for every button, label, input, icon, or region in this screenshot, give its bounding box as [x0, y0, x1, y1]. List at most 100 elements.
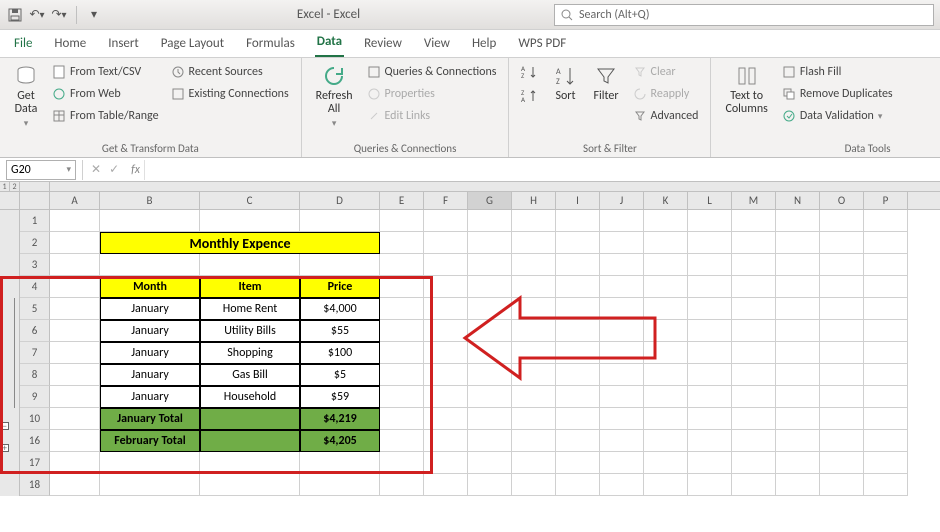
tab-file[interactable]: File — [12, 32, 34, 57]
cell[interactable] — [644, 364, 688, 386]
cell[interactable]: January — [100, 320, 200, 342]
cell[interactable] — [864, 254, 908, 276]
cell[interactable] — [688, 430, 732, 452]
cell[interactable] — [776, 364, 820, 386]
cell[interactable]: January — [100, 298, 200, 320]
cell[interactable] — [512, 408, 556, 430]
cell[interactable] — [732, 474, 776, 496]
cell[interactable] — [864, 232, 908, 254]
cell[interactable] — [864, 474, 908, 496]
cell[interactable] — [600, 474, 644, 496]
formula-input[interactable] — [144, 160, 940, 180]
cell[interactable] — [820, 276, 864, 298]
cell[interactable] — [424, 430, 468, 452]
cell[interactable] — [100, 452, 200, 474]
cell[interactable]: Gas Bill — [200, 364, 300, 386]
cell[interactable]: Shopping — [200, 342, 300, 364]
cell[interactable] — [600, 386, 644, 408]
refresh-all-button[interactable]: Refresh All — [312, 62, 357, 131]
cell[interactable] — [864, 320, 908, 342]
cell[interactable] — [468, 232, 512, 254]
cell[interactable] — [556, 342, 600, 364]
cell[interactable]: Household — [200, 386, 300, 408]
cell[interactable]: Item — [200, 276, 300, 298]
cell[interactable] — [820, 474, 864, 496]
cell[interactable] — [468, 276, 512, 298]
cell[interactable] — [600, 276, 644, 298]
cell[interactable] — [820, 386, 864, 408]
cell[interactable] — [556, 430, 600, 452]
cell[interactable] — [600, 254, 644, 276]
tab-home[interactable]: Home — [52, 32, 88, 57]
cell[interactable] — [644, 430, 688, 452]
cell[interactable] — [50, 386, 100, 408]
properties-button[interactable]: Properties — [365, 84, 499, 104]
cell[interactable] — [100, 210, 200, 232]
existing-connections-button[interactable]: Existing Connections — [169, 84, 291, 104]
row-header[interactable]: 8 — [20, 364, 50, 386]
cell[interactable] — [556, 408, 600, 430]
col-header[interactable]: F — [424, 192, 468, 209]
cell[interactable] — [600, 342, 644, 364]
cell[interactable] — [468, 342, 512, 364]
cell[interactable] — [732, 320, 776, 342]
cell[interactable] — [424, 364, 468, 386]
cell[interactable] — [864, 298, 908, 320]
cell[interactable] — [468, 474, 512, 496]
cell[interactable]: $55 — [300, 320, 380, 342]
cell[interactable] — [820, 320, 864, 342]
cell[interactable] — [468, 364, 512, 386]
cell[interactable] — [50, 320, 100, 342]
cell[interactable] — [644, 298, 688, 320]
cell[interactable] — [600, 232, 644, 254]
cell[interactable] — [644, 232, 688, 254]
cell[interactable] — [776, 254, 820, 276]
cell[interactable] — [512, 474, 556, 496]
edit-links-button[interactable]: Edit Links — [365, 106, 499, 126]
cell[interactable] — [820, 254, 864, 276]
cell[interactable] — [864, 452, 908, 474]
cell[interactable] — [732, 408, 776, 430]
cell[interactable] — [512, 452, 556, 474]
cell[interactable] — [424, 408, 468, 430]
row-header[interactable]: 16 — [20, 430, 50, 452]
cell[interactable] — [820, 452, 864, 474]
cell[interactable] — [50, 342, 100, 364]
cell[interactable]: Utility Bills — [200, 320, 300, 342]
cell[interactable] — [644, 342, 688, 364]
cell[interactable] — [776, 276, 820, 298]
cell[interactable] — [688, 474, 732, 496]
cell[interactable] — [50, 276, 100, 298]
reapply-button[interactable]: Reapply — [631, 84, 701, 104]
cell[interactable] — [820, 210, 864, 232]
cell[interactable] — [732, 386, 776, 408]
cell[interactable] — [468, 210, 512, 232]
cell[interactable] — [512, 298, 556, 320]
cell[interactable] — [50, 254, 100, 276]
cell[interactable] — [50, 232, 100, 254]
cell[interactable] — [732, 298, 776, 320]
cell[interactable] — [776, 430, 820, 452]
cell[interactable] — [776, 474, 820, 496]
tab-review[interactable]: Review — [362, 32, 404, 57]
col-header[interactable]: P — [864, 192, 908, 209]
cell[interactable] — [380, 408, 424, 430]
cell[interactable] — [100, 254, 200, 276]
col-header[interactable]: C — [200, 192, 300, 209]
cell[interactable] — [556, 232, 600, 254]
cell[interactable] — [688, 254, 732, 276]
cell[interactable] — [512, 210, 556, 232]
cell[interactable]: February Total — [100, 430, 200, 452]
sort-za-button[interactable]: ZA — [519, 86, 541, 106]
cell[interactable] — [300, 474, 380, 496]
cell[interactable] — [864, 408, 908, 430]
cell[interactable]: January Total — [100, 408, 200, 430]
cell[interactable] — [776, 386, 820, 408]
get-data-button[interactable]: Get Data — [10, 62, 42, 131]
cell[interactable] — [688, 364, 732, 386]
cell[interactable] — [424, 342, 468, 364]
cell[interactable] — [732, 364, 776, 386]
cell[interactable] — [732, 232, 776, 254]
cell[interactable] — [468, 430, 512, 452]
sort-button[interactable]: AZ Sort — [549, 62, 581, 105]
